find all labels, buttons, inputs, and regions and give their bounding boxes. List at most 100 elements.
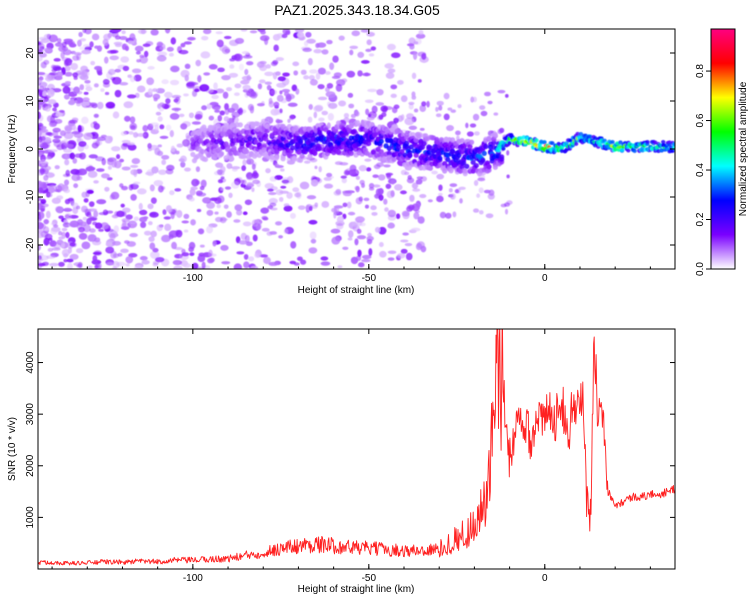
noise-cell [224,186,232,190]
noise-cell [43,219,50,225]
noise-cell [308,205,313,212]
noise-cell [139,55,148,64]
noise-cell [173,265,183,269]
noise-cell [161,234,171,243]
noise-cell [327,113,334,121]
noise-cell [196,208,202,213]
noise-cell [236,177,243,181]
noise-cell [159,46,166,51]
noise-cell [129,75,136,83]
noise-cell [264,71,274,77]
noise-cell [104,91,110,96]
signal-cell [226,129,232,135]
noise-cell [367,88,378,93]
noise-cell [39,128,49,133]
noise-cell [248,256,255,262]
signal-cell [468,139,475,145]
spectrogram-x-tick-label: -50 [362,273,377,284]
noise-cell [364,204,369,209]
noise-cell [242,211,248,216]
noise-cell [169,79,180,86]
noise-cell [408,101,415,106]
noise-cell [81,205,88,213]
noise-cell [331,207,338,213]
noise-cell [307,57,313,66]
noise-cell [69,253,79,260]
noise-cell [78,141,87,148]
signal-cell [461,160,467,166]
noise-cell [157,51,168,57]
noise-cell [104,186,110,192]
noise-cell [53,58,61,62]
signal-cell [408,144,415,150]
noise-cell [88,154,98,159]
noise-cell [408,125,418,131]
noise-cell [354,111,360,117]
noise-cell [129,122,138,131]
noise-cell [82,216,88,221]
noise-cell [130,220,136,224]
noise-cell [375,188,382,196]
snr-x-tick-label: -100 [183,573,203,584]
noise-cell [358,165,367,172]
noise-cell [93,180,99,184]
noise-cell [150,230,157,238]
noise-cell [128,184,134,191]
noise-cell [188,246,195,252]
noise-cell [208,115,215,121]
noise-cell [105,241,112,247]
noise-cell [111,76,122,85]
noise-cell [213,82,218,90]
noise-cell [244,234,250,243]
signal-cell [381,156,388,162]
noise-cell [308,219,318,225]
noise-cell [445,212,452,219]
noise-cell [326,172,333,178]
noise-cell [374,226,381,233]
noise-cell [293,70,299,76]
noise-cell [346,201,352,209]
noise-cell [268,97,273,105]
noise-cell [142,125,149,132]
noise-cell [134,45,144,52]
noise-cell [295,88,300,95]
noise-cell [157,150,164,157]
noise-cell [335,188,342,195]
noise-cell [325,91,336,98]
noise-cell [263,256,271,265]
signal-cell [550,141,555,146]
noise-cell [375,102,385,106]
noise-cell [208,64,218,70]
noise-cell [246,181,254,187]
noise-cell [252,170,258,178]
noise-cell [400,114,405,121]
noise-cell [120,203,125,208]
noise-cell [275,57,285,62]
noise-cell [144,50,149,58]
noise-cell [233,54,241,61]
noise-cell [479,105,486,110]
noise-cell [233,263,243,269]
noise-cell [361,254,372,260]
noise-cell [292,187,300,193]
noise-cell [70,62,79,71]
noise-cell [269,202,277,207]
noise-cell [485,213,494,219]
noise-cell [357,51,365,59]
noise-cell [270,207,278,211]
noise-cell [45,74,52,82]
noise-cell [106,50,117,54]
noise-cell [66,258,74,263]
noise-cell [223,204,229,209]
noise-cell [121,166,131,171]
noise-cell [368,182,375,189]
noise-cell [45,210,51,219]
noise-cell [116,210,125,218]
noise-cell [71,173,81,182]
noise-cell [147,143,152,149]
signal-cell [597,142,603,147]
noise-cell [251,219,259,227]
noise-cell [387,43,396,51]
noise-cell [313,105,323,112]
noise-cell [191,178,200,187]
